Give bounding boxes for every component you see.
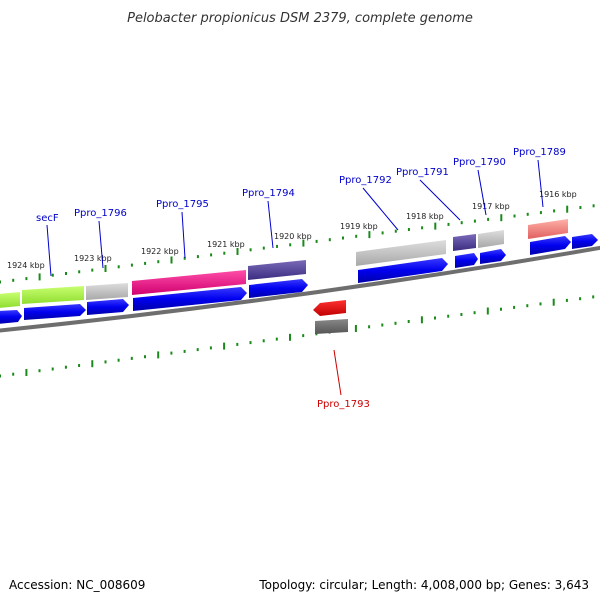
gene-label-ppro-1795[interactable]: Ppro_1795 [156,199,209,210]
feature-bars [0,219,568,334]
kbp-label: 1921 kbp [207,240,245,249]
cds-arrow[interactable] [530,236,571,255]
map-title: Pelobacter propionicus DSM 2379, complet… [127,11,473,26]
gene-label-secf[interactable]: secF [36,213,59,224]
kbp-label: 1920 kbp [274,232,312,241]
feature-bar-gray[interactable] [356,240,446,266]
accession-text: Accession: NC_008609 [9,578,146,592]
cds-arrow[interactable] [455,253,478,268]
leader-line [333,349,342,396]
feature-bar-pink[interactable] [132,270,246,295]
kbp-label: 1916 kbp [539,190,577,199]
leader-line [46,224,52,277]
feature-bar-gray[interactable] [478,230,504,248]
cds-arrow[interactable] [249,279,308,298]
kbp-labels: 1924 kbp 1923 kbp 1922 kbp 1921 kbp 1920… [7,190,577,270]
feature-bar-gray[interactable] [86,283,128,300]
cds-arrow[interactable] [572,234,598,249]
leader-line [537,159,544,208]
feature-bar-purple[interactable] [248,260,306,280]
genome-backbone [0,245,600,333]
leader-line [181,211,186,259]
scale-ticks-upper [0,204,595,284]
gene-label-ppro-1791[interactable]: Ppro_1791 [396,167,449,178]
gene-label-ppro-1793[interactable]: Ppro_1793 [317,399,370,410]
gene-leader-lines [46,159,544,396]
genome-summary-text: Topology: circular; Length: 4,008,000 bp… [259,578,589,592]
feature-bar-purple[interactable] [453,234,476,251]
leader-line [477,169,487,216]
cds-arrow[interactable] [87,299,129,315]
gene-label-ppro-1789[interactable]: Ppro_1789 [513,147,566,158]
gene-labels: secF Ppro_1796 Ppro_1795 Ppro_1794 Ppro_… [36,147,566,410]
feature-bar-green[interactable] [0,292,20,308]
feature-bar-darkgray[interactable] [315,319,348,334]
kbp-label: 1919 kbp [340,222,378,231]
leader-line [362,187,399,231]
kbp-label: 1923 kbp [74,254,112,263]
feature-bar-salmon[interactable] [528,219,568,239]
feature-bar-green[interactable] [22,286,84,304]
cds-arrow[interactable] [358,258,448,283]
gene-label-ppro-1794[interactable]: Ppro_1794 [242,188,295,199]
cds-arrow-reverse[interactable] [313,300,346,316]
kbp-label: 1917 kbp [472,202,510,211]
cds-arrow[interactable] [133,287,247,311]
leader-line [419,179,461,221]
gene-label-ppro-1792[interactable]: Ppro_1792 [339,175,392,186]
kbp-label: 1924 kbp [7,261,45,270]
cds-arrow[interactable] [24,304,86,320]
kbp-label: 1922 kbp [141,247,179,256]
cds-arrow[interactable] [480,249,506,264]
leader-line [98,220,104,269]
gene-label-ppro-1796[interactable]: Ppro_1796 [74,208,127,219]
gene-label-ppro-1790[interactable]: Ppro_1790 [453,157,506,168]
cds-arrows-forward [0,234,598,324]
leader-line [267,200,274,249]
cds-arrow[interactable] [0,310,22,324]
kbp-label: 1918 kbp [406,212,444,221]
